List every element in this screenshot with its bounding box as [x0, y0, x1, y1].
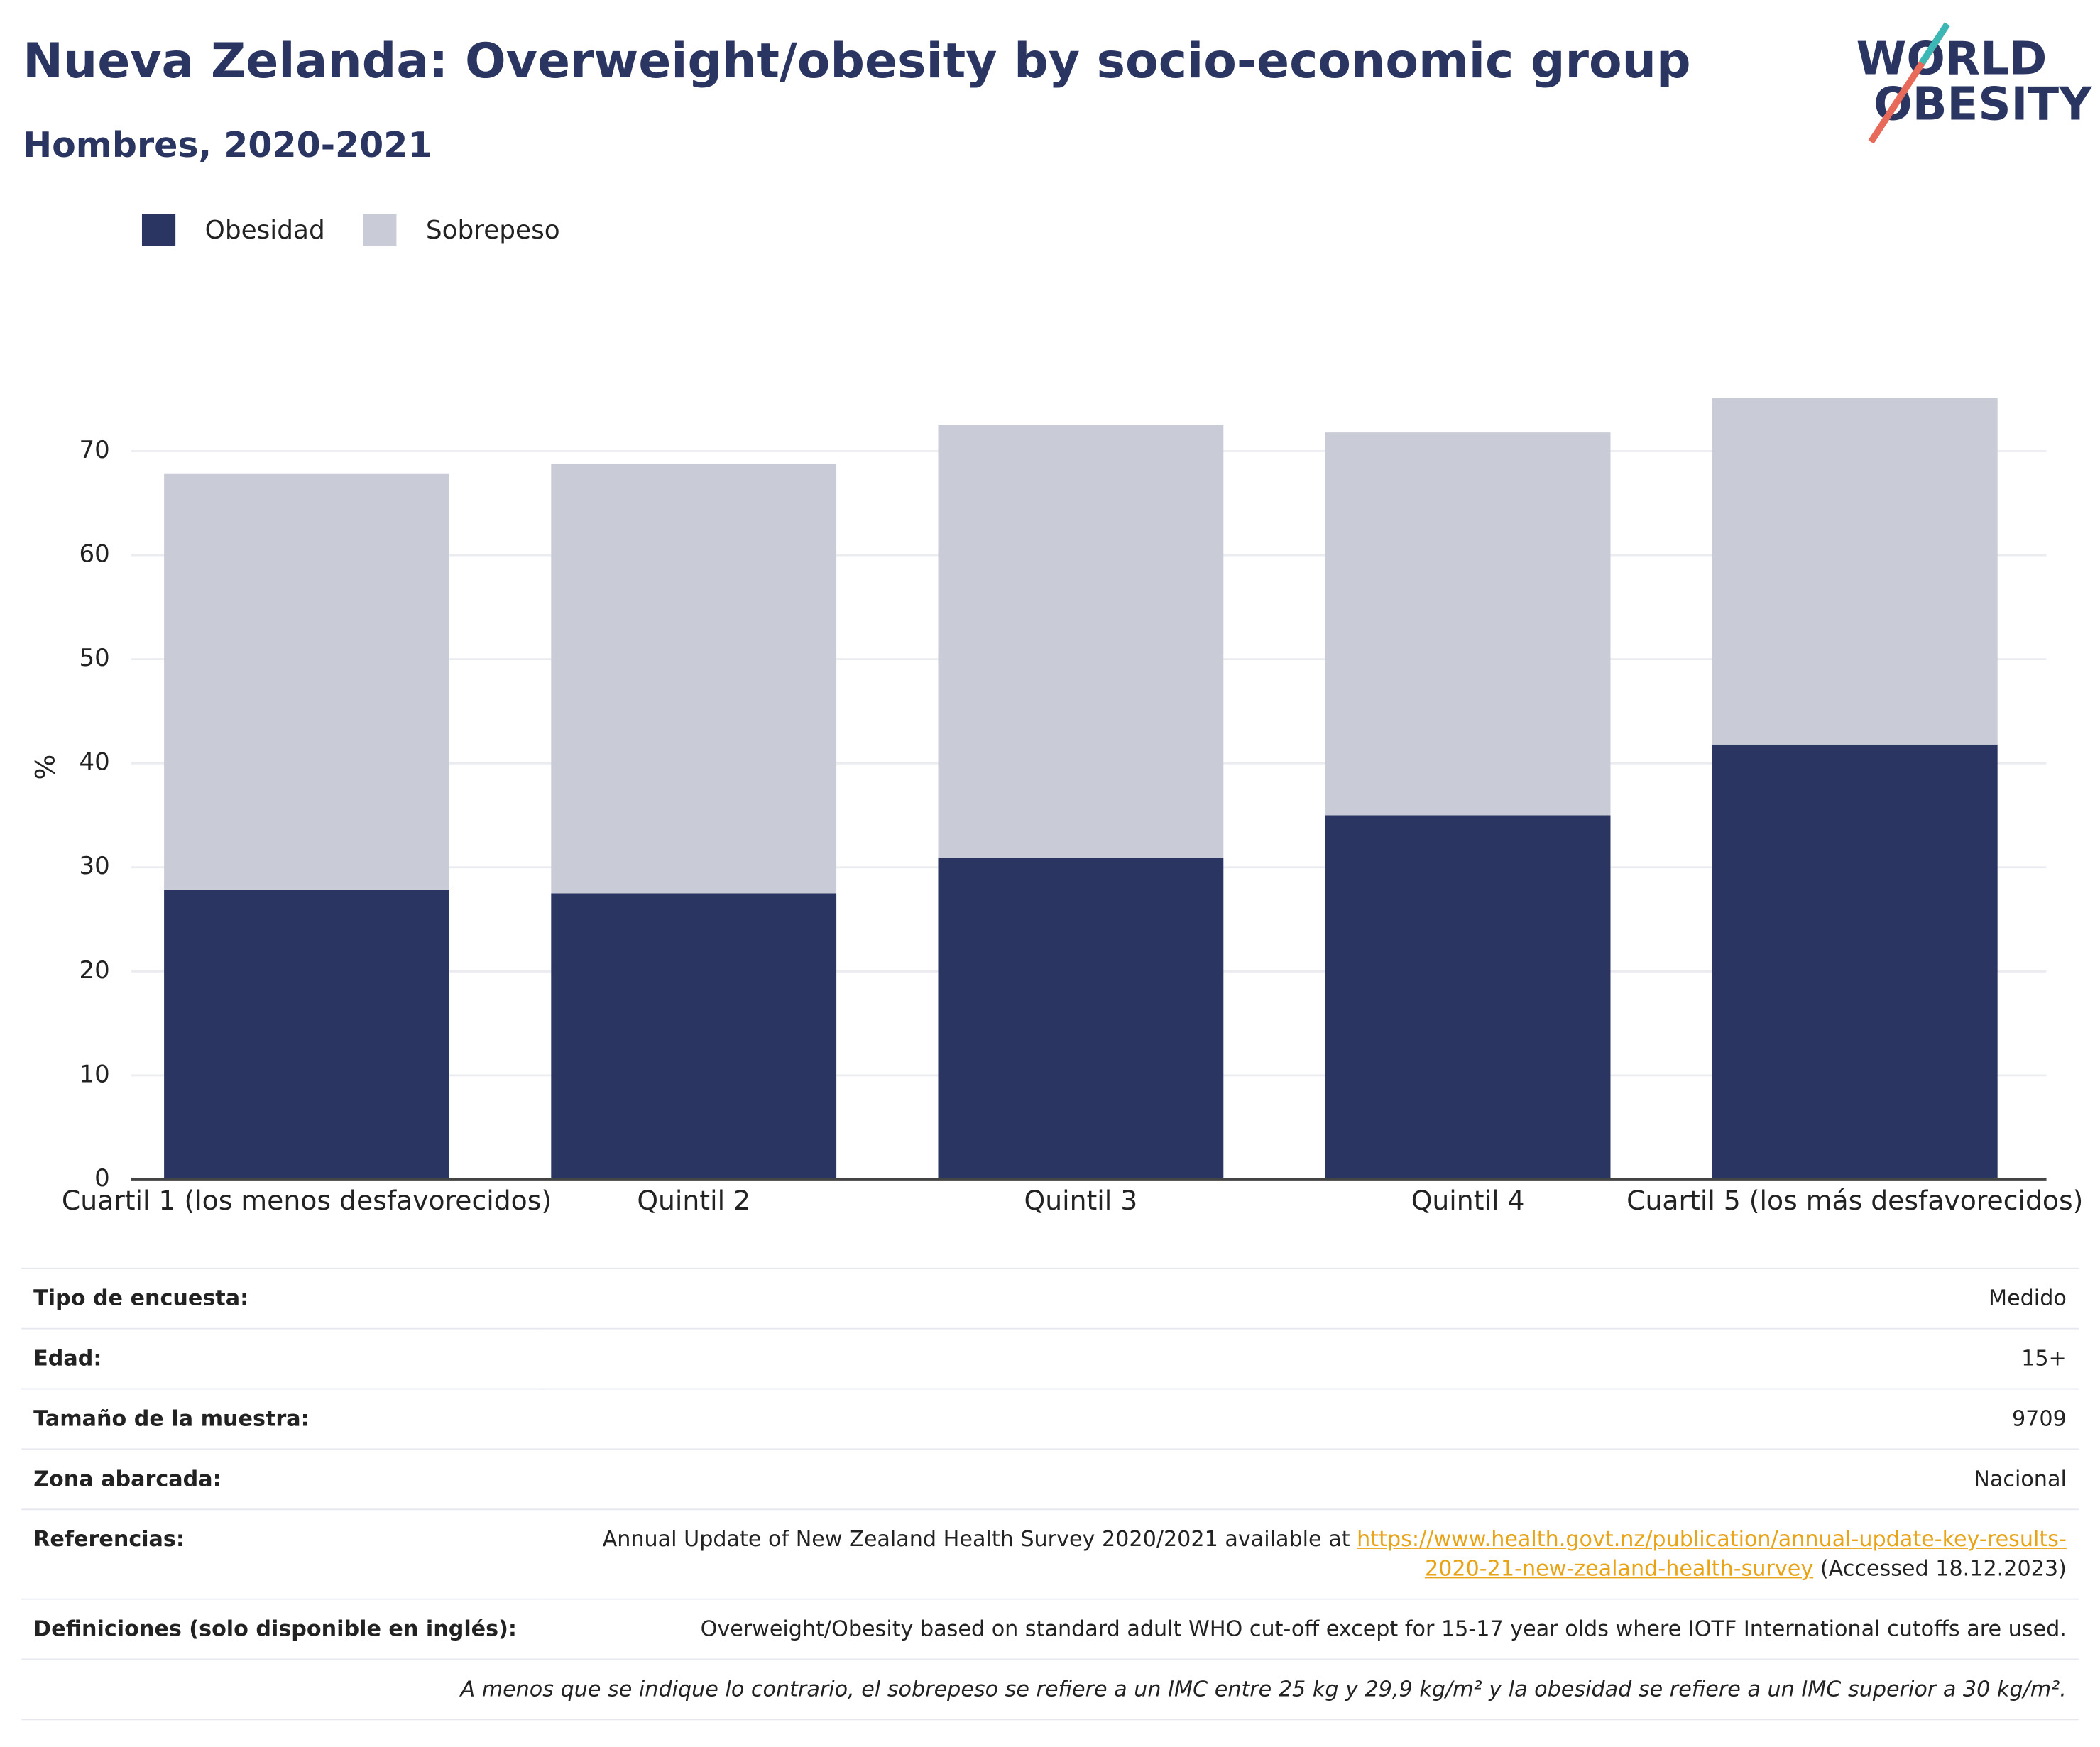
bar-segment [551, 464, 837, 894]
row-value: 9709 [544, 1388, 2079, 1450]
legend-swatch [141, 214, 176, 246]
table-row: Zona abarcada: Nacional [21, 1448, 2079, 1511]
x-tick-label: Cuartil 1 (los menos desfavorecidos) [62, 1185, 552, 1216]
table-row: Referencias: Annual Update of New Zealand… [21, 1508, 2079, 1600]
legend-label: Obesidad [205, 216, 325, 245]
logo-slash [1919, 22, 1950, 65]
row-label: Definiciones (solo disponible en inglés)… [21, 1598, 545, 1660]
row-value: Nacional [544, 1448, 2079, 1511]
info-table: Tipo de encuesta: Medido Edad: 15+ Tamaño de… [21, 1267, 2079, 1721]
chart-subtitle: Hombres, 2020-2021 [23, 124, 432, 165]
y-tick-label: 10 [79, 1060, 109, 1088]
bar-segment [164, 889, 449, 1180]
table-row: Tipo de encuesta: Medido [21, 1267, 2079, 1330]
table-row: A menos que se indique lo contrario, el … [21, 1658, 2079, 1721]
row-value: 15+ [544, 1327, 2079, 1390]
row-label: Tamaño de la muestra: [21, 1388, 545, 1450]
x-tick-label: Quintil 2 [637, 1185, 750, 1216]
table-row: Definiciones (solo disponible en inglés)… [21, 1598, 2079, 1660]
y-tick-label: 50 [79, 644, 109, 672]
y-axis-title: % [30, 755, 61, 780]
x-tick-label: Cuartil 5 (los más desfavorecidos) [1626, 1185, 2083, 1216]
reference: Annual Update of New Zealand Health Surv… [600, 1525, 2067, 1584]
y-tick-label: 60 [79, 540, 109, 569]
table-row: Tamaño de la muestra: 9709 [21, 1388, 2079, 1450]
y-tick-label: 0 [94, 1164, 110, 1193]
table-row: Edad: 15+ [21, 1327, 2079, 1390]
reference-text: Annual Update of New Zealand Health Surv… [602, 1526, 1350, 1552]
y-tick-label: 40 [79, 748, 109, 777]
y-tick-label: 30 [79, 852, 109, 880]
bar-segment [551, 893, 837, 1180]
y-tick-label: 70 [79, 436, 109, 464]
chart: Nueva Zelanda: Overweight/obesity by soc… [23, 22, 2093, 1216]
y-tick-label: 20 [79, 956, 109, 985]
x-tick-label: Quintil 3 [1024, 1185, 1138, 1216]
row-value: Annual Update of New Zealand Health Surv… [544, 1508, 2079, 1600]
row-label: Referencias: [21, 1508, 545, 1600]
bar-segment [938, 858, 1224, 1180]
chart-title: Nueva Zelanda: Overweight/obesity by soc… [23, 33, 1691, 89]
bar-segment [164, 473, 449, 890]
legend-swatch [363, 214, 397, 246]
reference-link[interactable]: https://www.health.govt.nz/publication/a… [1357, 1526, 2067, 1582]
footnote: A menos que se indique lo contrario, el … [21, 1658, 2079, 1721]
bar-segment [1712, 398, 1998, 745]
x-tick-label: Quintil 4 [1411, 1185, 1525, 1216]
reference-suffix: (Accessed 18.12.2023) [1820, 1555, 2067, 1582]
logo-text: WORLD [1856, 32, 2047, 85]
bar-segment [1712, 744, 1998, 1180]
row-label: Zona abarcada: [21, 1448, 545, 1511]
row-value: Overweight/Obesity based on standard adu… [544, 1598, 2079, 1660]
bar-segment [1325, 815, 1611, 1180]
bar-segment [938, 425, 1224, 858]
bar-segment [1325, 432, 1611, 816]
legend-label: Sobrepeso [426, 216, 560, 245]
row-label: Tipo de encuesta: [21, 1267, 545, 1330]
row-value: Medido [544, 1267, 2079, 1330]
row-label: Edad: [21, 1327, 545, 1390]
